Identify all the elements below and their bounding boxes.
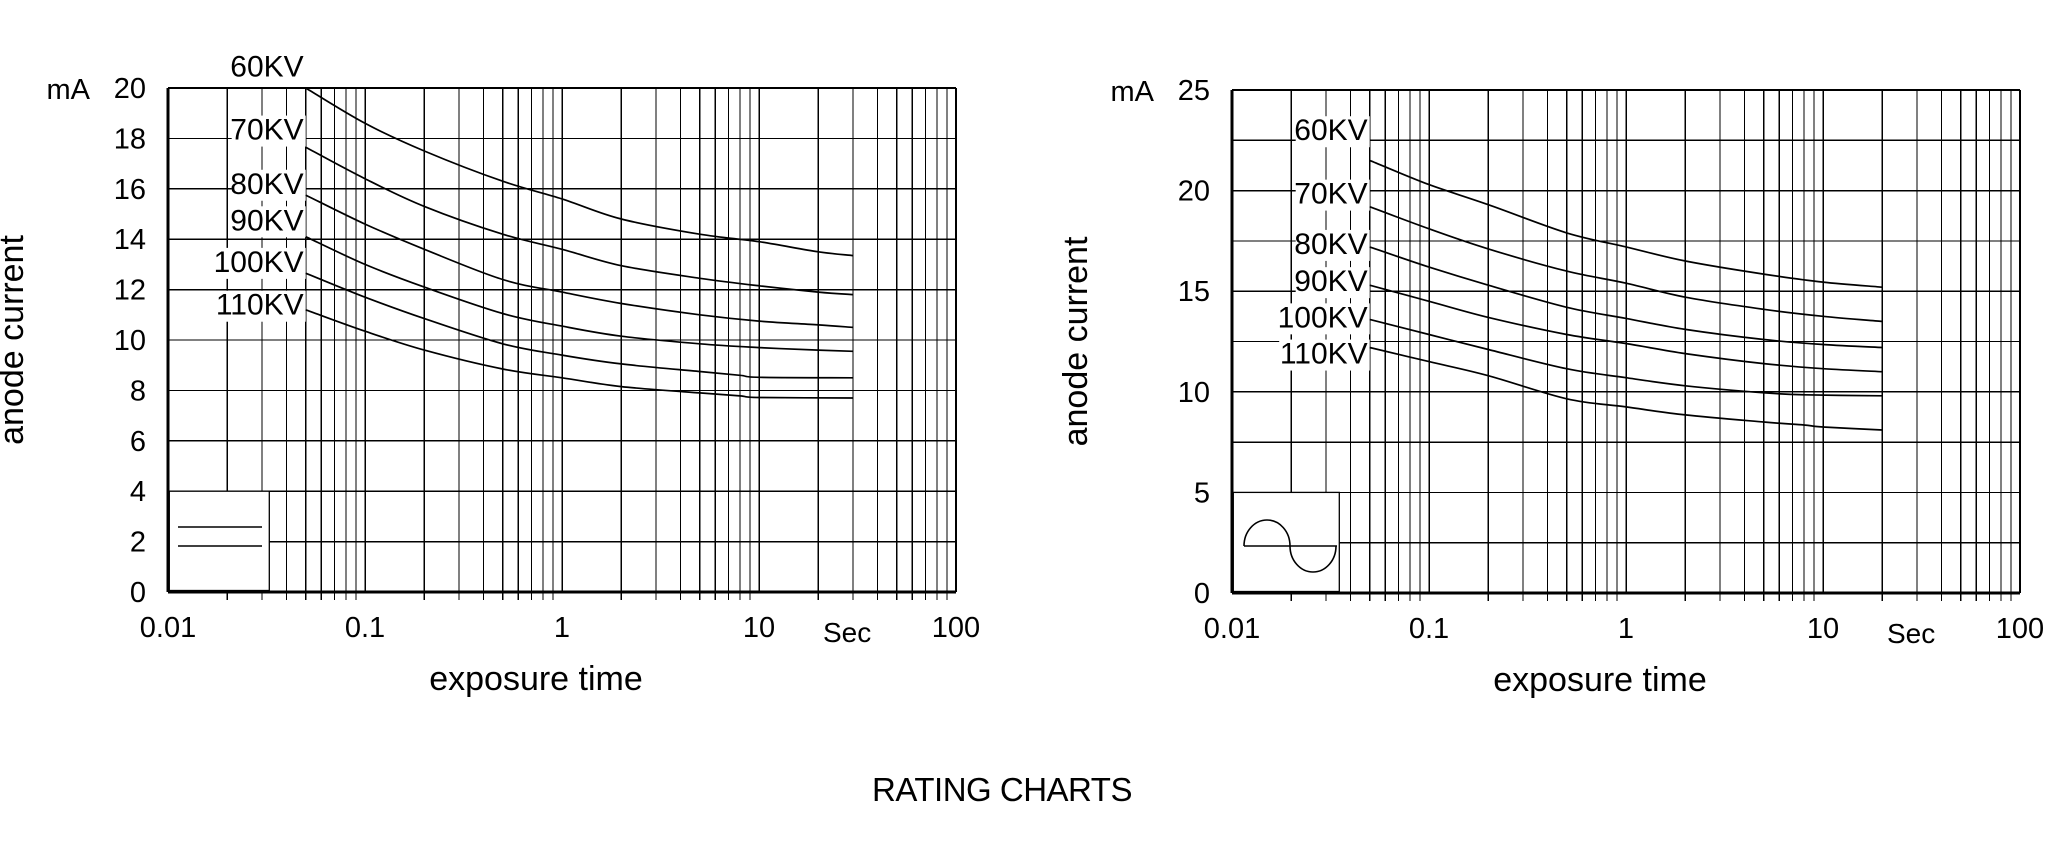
curve-90kv — [1369, 284, 1883, 373]
curve-label-100kv: 100KV — [1278, 301, 1368, 334]
curves — [1369, 159, 1883, 431]
curve-100kv — [305, 272, 854, 379]
curve-label-70kv: 70KV — [230, 114, 303, 147]
curve-70kv — [1369, 205, 1883, 323]
x-tick-label: 1 — [1618, 613, 1634, 645]
curve-label-90kv: 90KV — [1294, 265, 1367, 298]
y-tick-label: 10 — [114, 325, 146, 357]
y-tick-label: 0 — [130, 577, 146, 609]
legend-box — [1232, 491, 1340, 593]
y-tick-label: 6 — [130, 426, 146, 458]
curve-label-100kv: 100KV — [214, 246, 304, 279]
curve-label-backdrop — [231, 169, 306, 201]
x-tick-label: 0.1 — [1409, 613, 1449, 645]
curve-label-70kv: 70KV — [1294, 178, 1367, 211]
y-axis-title: anode current — [0, 235, 31, 445]
curve-label-60kv: 60KV — [1294, 114, 1367, 147]
curve-label-backdrop — [1279, 303, 1370, 335]
x-axis-title: exposure time — [1493, 661, 1707, 699]
y-tick-label: 20 — [1178, 176, 1210, 208]
curve-label-80kv: 80KV — [230, 168, 303, 201]
legend-frame — [1232, 491, 1340, 593]
y-unit-label: mA — [47, 74, 91, 106]
figure-caption: RATING CHARTS — [872, 771, 1132, 808]
dc-waveform-icon — [178, 526, 262, 547]
y-axis-title: anode current — [1057, 236, 1095, 446]
curve-label-backdrop — [1295, 116, 1370, 148]
ac-waveform-icon — [1243, 519, 1337, 573]
legend-box — [168, 490, 270, 592]
curves — [305, 87, 854, 399]
y-tick-label: 0 — [1194, 578, 1210, 610]
y-tick-label: 2 — [130, 527, 146, 559]
y-tick-label: 4 — [130, 476, 146, 508]
grid — [166, 87, 957, 600]
curve-80kv — [305, 194, 854, 329]
curve-110kv — [1369, 346, 1883, 431]
curve-label-110kv: 110KV — [1280, 338, 1368, 371]
curve-label-backdrop — [215, 290, 306, 322]
curve-80kv — [1369, 246, 1883, 349]
x-tick-label: 0.01 — [1204, 613, 1260, 645]
sec-unit-label: Sec — [823, 617, 871, 648]
x-tick-label: 10 — [743, 612, 775, 644]
curve-label-backdrop — [1295, 267, 1370, 299]
y-tick-label: 20 — [114, 73, 146, 105]
ac-sine — [1243, 519, 1337, 573]
x-tick-label: 100 — [1996, 613, 2044, 645]
curve-label-80kv: 80KV — [1294, 228, 1367, 261]
x-tick-label: 0.01 — [140, 612, 196, 644]
x-tick-label: 100 — [932, 612, 980, 644]
curve-label-backdrop — [231, 206, 306, 238]
curve-60kv — [1369, 159, 1883, 289]
x-tick-label: 0.1 — [345, 612, 385, 644]
x-tick-label: 1 — [554, 612, 570, 644]
x-axis-title: exposure time — [429, 660, 643, 698]
curve-label-backdrop — [1295, 229, 1370, 261]
legend-frame — [168, 490, 270, 592]
curve-110kv — [305, 308, 854, 399]
curve-60kv — [305, 87, 854, 257]
y-unit-label: mA — [1111, 76, 1155, 108]
curve-70kv — [305, 146, 854, 296]
y-tick-label: 18 — [114, 123, 146, 155]
curve-90kv — [305, 235, 854, 353]
curve-label-90kv: 90KV — [230, 204, 303, 237]
curve-label-110kv: 110KV — [216, 289, 304, 322]
curve-label-backdrop — [1279, 339, 1370, 371]
y-tick-label: 15 — [1178, 276, 1210, 308]
curve-100kv — [1369, 318, 1883, 397]
curve-label-backdrop — [231, 115, 306, 147]
y-tick-label: 10 — [1178, 377, 1210, 409]
sec-unit-label: Sec — [1887, 618, 1935, 649]
y-tick-label: 16 — [114, 174, 146, 206]
curve-label-backdrop — [215, 247, 306, 279]
curve-label-backdrop — [231, 52, 306, 84]
x-tick-label: 10 — [1807, 613, 1839, 645]
y-tick-label: 8 — [130, 375, 146, 407]
y-tick-label: 5 — [1194, 477, 1210, 509]
y-tick-label: 12 — [114, 275, 146, 307]
y-tick-label: 25 — [1178, 75, 1210, 107]
curve-label-60kv: 60KV — [230, 51, 303, 84]
curve-label-backdrop — [1295, 179, 1370, 211]
y-tick-label: 14 — [114, 224, 146, 256]
